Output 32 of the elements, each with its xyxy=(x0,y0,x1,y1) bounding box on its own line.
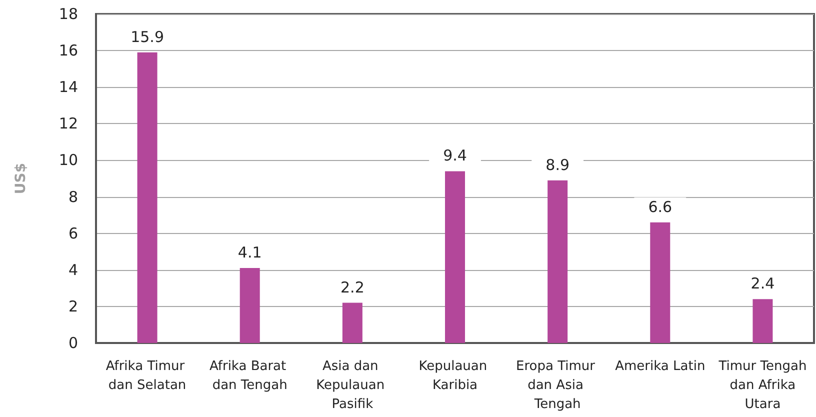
bar xyxy=(137,52,158,343)
y-tick-label: 0 xyxy=(68,334,78,352)
data-label: 8.9 xyxy=(546,156,570,174)
y-tick-label: 10 xyxy=(58,151,78,170)
x-tick-label: Eropa Timur dan Asia Tengah xyxy=(516,359,600,412)
bar xyxy=(548,180,568,343)
bar xyxy=(752,299,773,343)
bar xyxy=(445,171,465,343)
data-label: 6.6 xyxy=(648,198,672,216)
data-label: 4.1 xyxy=(238,244,262,262)
bar xyxy=(342,302,362,343)
x-tick-label: Afrika Timur dan Selatan xyxy=(106,359,189,393)
data-label: 2.4 xyxy=(750,274,775,293)
y-tick-label: 14 xyxy=(58,78,78,96)
x-tick-label: Asia dan Kepulauan Pasifik xyxy=(316,359,389,412)
x-tick-label: Afrika Barat dan Tengah xyxy=(209,359,290,393)
bar xyxy=(650,222,670,343)
x-tick-label: Amerika Latin xyxy=(615,359,706,374)
y-tick-label: 8 xyxy=(68,188,78,206)
data-label: 9.4 xyxy=(443,146,467,165)
data-label: 15.9 xyxy=(130,28,164,46)
bar xyxy=(240,268,260,343)
y-tick-label: 18 xyxy=(58,5,78,23)
x-tick-label: Timur Tengah dan Afrika Utara xyxy=(718,359,807,412)
data-label: 2.2 xyxy=(340,278,364,296)
y-tick-label: 4 xyxy=(68,260,78,279)
y-tick-label: 16 xyxy=(58,42,78,60)
y-axis-title: US$ xyxy=(13,162,29,194)
y-tick-label: 12 xyxy=(58,114,78,133)
y-tick-label: 2 xyxy=(68,297,78,316)
y-tick-label: 6 xyxy=(68,224,78,242)
x-tick-label: Kepulauan Karibia xyxy=(418,359,492,393)
